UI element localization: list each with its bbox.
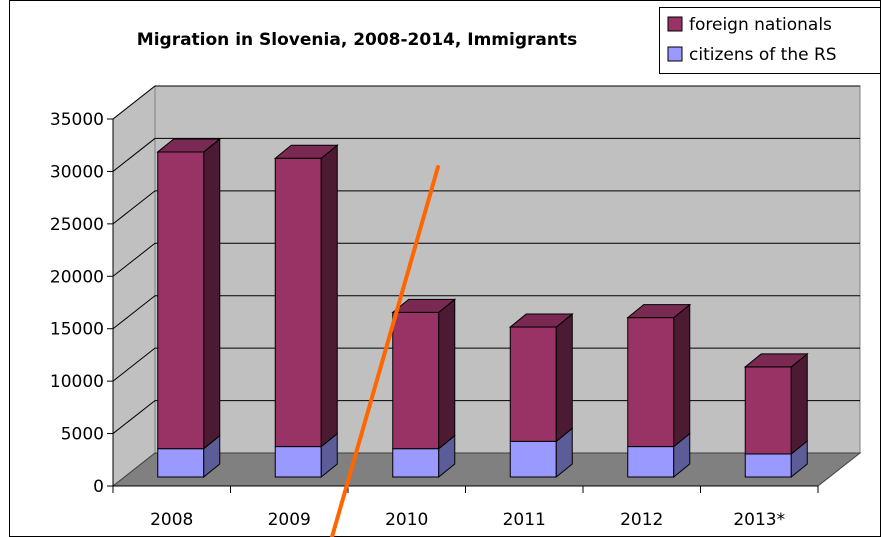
legend-swatch bbox=[667, 46, 683, 62]
bar-top bbox=[391, 298, 457, 313]
bar-side bbox=[320, 144, 338, 448]
bar-top bbox=[743, 353, 809, 368]
bar-citizens bbox=[627, 446, 675, 478]
bar-side bbox=[673, 303, 691, 448]
chart-legend: foreign nationals citizens of the RS bbox=[659, 7, 881, 74]
legend-swatch bbox=[667, 16, 683, 32]
x-tick-label: 2010 bbox=[385, 510, 428, 530]
gridlines bbox=[112, 85, 860, 434]
gridline bbox=[112, 400, 860, 434]
y-tick-label: 25000 bbox=[50, 215, 104, 235]
gridline bbox=[112, 347, 860, 382]
y-axis: 0 5000 10000 15000 20000 25000 30000 35000 bbox=[50, 110, 114, 497]
annotation-line bbox=[330, 165, 440, 537]
legend-label: foreign nationals bbox=[689, 15, 832, 35]
x-tick-label: 2013* bbox=[733, 510, 785, 530]
bar-side bbox=[438, 298, 456, 450]
y-tick-label: 20000 bbox=[50, 267, 104, 287]
bar-citizens bbox=[509, 440, 557, 478]
gridline bbox=[112, 242, 860, 277]
x-tick-label: 2011 bbox=[503, 510, 546, 530]
bar-foreign bbox=[392, 311, 440, 450]
annotation-layer bbox=[330, 165, 440, 537]
gridline bbox=[112, 85, 860, 120]
y-tick-label: 0 bbox=[93, 477, 104, 497]
bar-foreign bbox=[744, 366, 792, 455]
bar-side bbox=[203, 137, 221, 450]
legend-box bbox=[659, 7, 881, 74]
gridline bbox=[112, 137, 860, 172]
chart-title: Migration in Slovenia, 2008-2014, Immigr… bbox=[137, 30, 577, 50]
bar-top bbox=[156, 138, 222, 153]
x-tick-label: 2008 bbox=[150, 510, 193, 530]
bar-top bbox=[508, 313, 574, 328]
bar-citizens bbox=[744, 453, 792, 478]
bar-top bbox=[626, 304, 692, 319]
bar-side bbox=[790, 352, 808, 455]
bar-citizens bbox=[157, 448, 205, 478]
y-tick-label: 15000 bbox=[50, 320, 104, 340]
x-axis: 2008 2009 2010 2011 2012 2013* bbox=[112, 485, 819, 530]
gridline bbox=[112, 190, 860, 225]
y-tick-label: 35000 bbox=[50, 110, 104, 130]
bar-foreign bbox=[274, 157, 322, 448]
legend-label: citizens of the RS bbox=[689, 45, 837, 65]
y-tick-label: 30000 bbox=[50, 162, 104, 182]
bar-foreign bbox=[157, 151, 205, 450]
bar-foreign bbox=[509, 326, 557, 442]
bar-side bbox=[555, 313, 573, 443]
x-tick-label: 2009 bbox=[268, 510, 311, 530]
bar-foreign bbox=[627, 317, 675, 448]
gridline bbox=[112, 295, 860, 330]
bar-top bbox=[273, 144, 339, 159]
bar-citizens bbox=[274, 446, 322, 478]
side-wall bbox=[112, 84, 156, 488]
bars bbox=[156, 137, 809, 479]
x-tick-label: 2012 bbox=[620, 510, 663, 530]
y-tick-label: 5000 bbox=[61, 425, 104, 445]
bar-citizens bbox=[392, 448, 440, 478]
y-tick-label: 10000 bbox=[50, 372, 104, 392]
